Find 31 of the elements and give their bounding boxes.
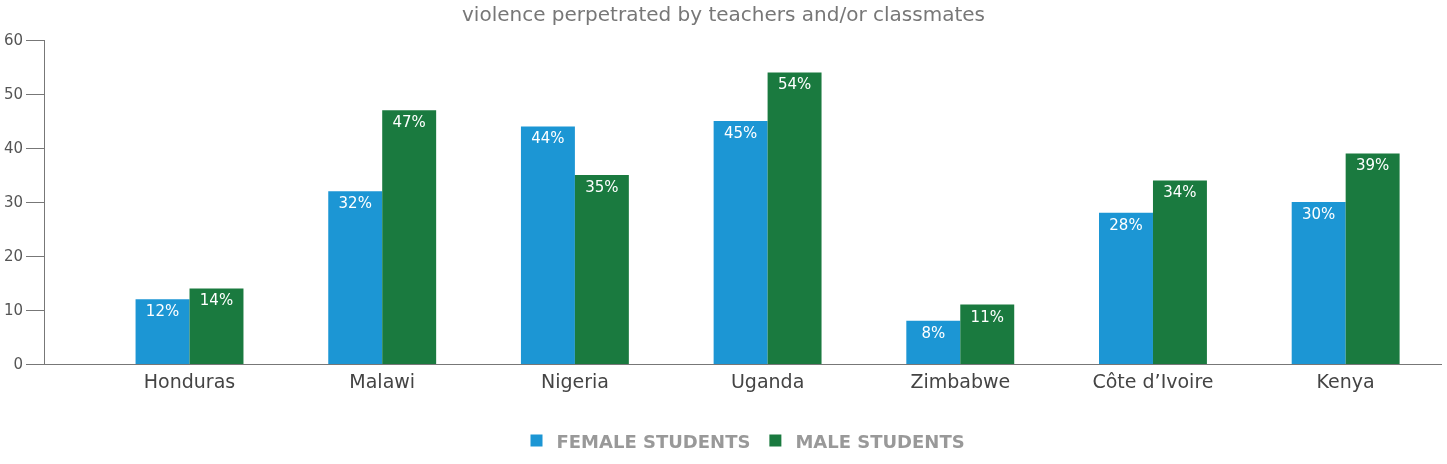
data-label: 28%	[1109, 215, 1143, 234]
data-label: 8%	[921, 323, 946, 342]
data-label: 14%	[199, 291, 234, 310]
x-tick-label: Uganda	[730, 369, 805, 392]
y-tick-label: 50	[3, 85, 23, 104]
chart-title: violence perpetrated by teachers and/or classmates	[462, 1, 985, 26]
y-tick-label: 0	[13, 355, 23, 374]
y-tick-label: 10	[3, 301, 23, 320]
x-tick-label: Nigeria	[540, 369, 609, 392]
x-tick-label: Zimbabwe	[910, 369, 1011, 392]
data-label: 39%	[1355, 156, 1390, 175]
y-tick-label: 20	[3, 247, 23, 266]
y-tick-label: 30	[3, 193, 23, 212]
data-label: 47%	[392, 113, 426, 132]
data-label: 11%	[970, 307, 1004, 326]
data-label: 30%	[1302, 205, 1336, 223]
x-tick-label: Kenya	[1316, 369, 1375, 392]
x-tick-label: Honduras	[143, 369, 236, 392]
legend-label: FEMALE STUDENTS	[556, 430, 751, 452]
data-label: 35%	[585, 178, 619, 196]
data-label: 12%	[145, 302, 180, 321]
data-label: 44%	[531, 129, 565, 148]
x-tick-label: Côte d’Ivoire	[1092, 369, 1214, 392]
y-tick-label: 60	[3, 31, 23, 50]
x-tick-label: Malawi	[349, 369, 416, 392]
data-label: 32%	[338, 194, 372, 213]
y-tick-label: 40	[3, 139, 23, 158]
data-label: 45%	[723, 124, 758, 142]
data-label: 34%	[1163, 183, 1197, 202]
data-label: 54%	[777, 75, 812, 94]
legend-label: MALE STUDENTS	[795, 430, 965, 452]
